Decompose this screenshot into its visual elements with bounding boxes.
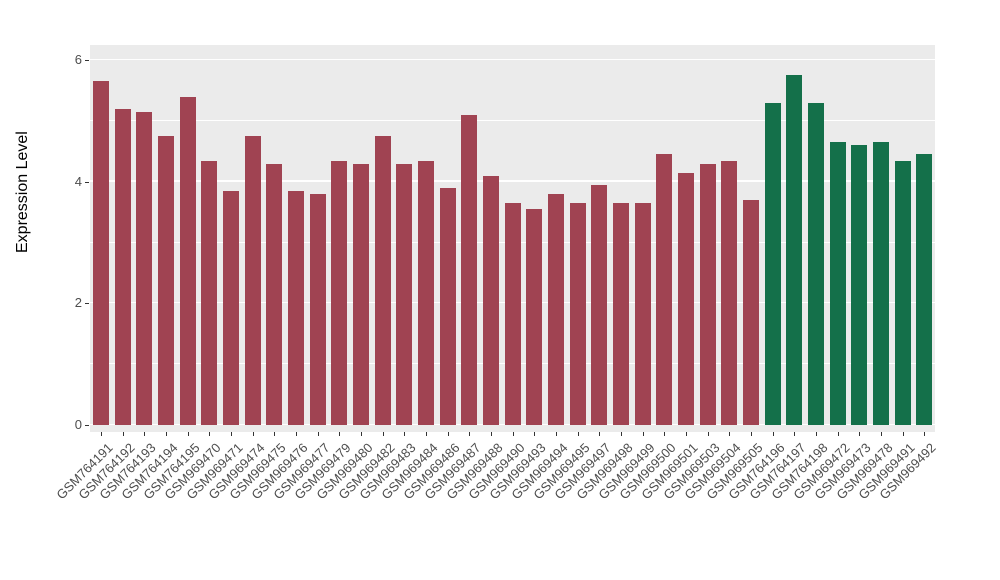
x-tick-mark: [404, 432, 406, 436]
bar: [547, 193, 564, 425]
bar: [612, 203, 629, 425]
x-tick-mark: [707, 432, 709, 436]
x-tick-mark: [599, 432, 601, 436]
y-tick-label: 2: [74, 295, 82, 311]
bar: [244, 136, 261, 425]
y-tick-label: 6: [74, 52, 82, 68]
x-tick-mark: [230, 432, 232, 436]
bar: [742, 200, 759, 425]
bar: [396, 163, 413, 425]
x-tick-mark: [382, 432, 384, 436]
x-tick-mark: [144, 432, 146, 436]
bar: [439, 187, 456, 425]
bar: [201, 160, 218, 425]
x-tick-mark: [664, 432, 666, 436]
y-tick-label: 4: [74, 173, 82, 189]
bar: [92, 81, 109, 425]
x-tick-mark: [577, 432, 579, 436]
bar: [331, 160, 348, 425]
bar: [764, 102, 781, 425]
bar: [699, 163, 716, 425]
gridline-major: [90, 180, 935, 182]
x-tick-mark: [772, 432, 774, 436]
bar: [482, 175, 499, 425]
x-tick-mark: [859, 432, 861, 436]
x-tick-mark: [729, 432, 731, 436]
x-tick-mark: [165, 432, 167, 436]
x-tick-mark: [555, 432, 557, 436]
x-tick-mark: [794, 432, 796, 436]
bar: [417, 160, 434, 425]
bar: [829, 142, 846, 425]
x-tick-mark: [425, 432, 427, 436]
bar: [504, 203, 521, 425]
bar: [591, 184, 608, 425]
x-tick-mark: [252, 432, 254, 436]
x-tick-mark: [620, 432, 622, 436]
x-tick-mark: [512, 432, 514, 436]
bar: [287, 190, 304, 425]
bar: [916, 154, 933, 425]
x-tick-mark: [360, 432, 362, 436]
y-axis-title: Expression Level: [14, 131, 31, 253]
x-tick-mark: [490, 432, 492, 436]
x-tick-mark: [295, 432, 297, 436]
bar: [157, 136, 174, 425]
bar: [656, 154, 673, 425]
bar: [374, 136, 391, 425]
x-tick-mark: [642, 432, 644, 436]
x-tick-mark: [187, 432, 189, 436]
x-tick-mark: [100, 432, 102, 436]
y-tick-mark: [85, 181, 89, 183]
x-tick-mark: [924, 432, 926, 436]
x-tick-mark: [880, 432, 882, 436]
bar: [526, 209, 543, 425]
x-tick-mark: [122, 432, 124, 436]
x-tick-mark: [317, 432, 319, 436]
x-tick-mark: [274, 432, 276, 436]
y-tick-mark: [85, 303, 89, 305]
bar: [677, 172, 694, 425]
plot-panel: [90, 45, 935, 432]
x-tick-mark: [447, 432, 449, 436]
bar: [179, 96, 196, 425]
bar: [851, 145, 868, 425]
bar: [786, 75, 803, 425]
x-tick-mark: [902, 432, 904, 436]
bar: [872, 142, 889, 425]
bar: [222, 190, 239, 425]
bar: [569, 203, 586, 425]
bar: [721, 160, 738, 425]
x-tick-mark: [815, 432, 817, 436]
y-tick-label: 0: [74, 417, 82, 432]
x-tick-mark: [534, 432, 536, 436]
x-tick-mark: [837, 432, 839, 436]
x-tick-mark: [750, 432, 752, 436]
x-tick-mark: [209, 432, 211, 436]
bar: [352, 163, 369, 425]
bar: [114, 108, 131, 425]
gridline-minor: [90, 120, 935, 121]
bar: [461, 114, 478, 425]
bar: [266, 163, 283, 425]
x-tick-mark: [685, 432, 687, 436]
bar: [807, 102, 824, 425]
x-tick-mark: [339, 432, 341, 436]
x-tick-mark: [469, 432, 471, 436]
y-tick-mark: [85, 425, 89, 426]
bar: [634, 203, 651, 425]
y-tick-mark: [85, 60, 89, 62]
bar: [136, 111, 153, 425]
bar: [894, 160, 911, 425]
gridline-major: [90, 58, 935, 61]
bar: [309, 193, 326, 425]
